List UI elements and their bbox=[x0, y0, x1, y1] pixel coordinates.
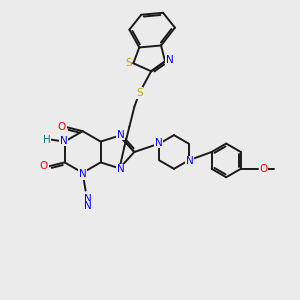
Text: N: N bbox=[117, 164, 124, 174]
Text: O: O bbox=[58, 122, 66, 132]
Text: S: S bbox=[125, 58, 132, 68]
Text: N: N bbox=[186, 156, 194, 167]
Text: N: N bbox=[166, 55, 174, 65]
Text: N: N bbox=[84, 194, 92, 203]
Text: H: H bbox=[43, 135, 51, 145]
Text: O: O bbox=[40, 161, 48, 171]
Text: O: O bbox=[260, 164, 268, 174]
Text: N: N bbox=[154, 138, 162, 148]
Text: N: N bbox=[117, 130, 124, 140]
Text: N: N bbox=[79, 169, 86, 179]
Text: N: N bbox=[84, 202, 92, 212]
Text: S: S bbox=[136, 88, 142, 98]
Text: N: N bbox=[83, 193, 91, 202]
Text: N: N bbox=[60, 136, 68, 146]
